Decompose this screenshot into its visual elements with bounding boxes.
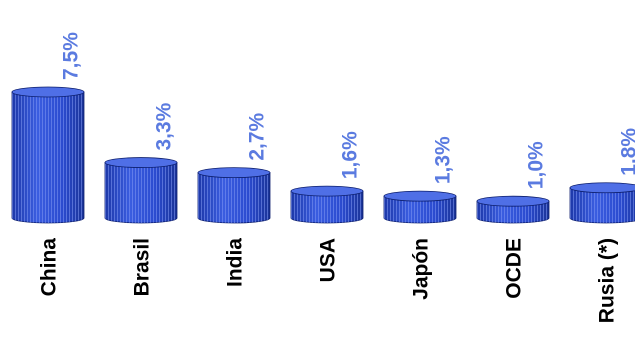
bar-china — [11, 86, 85, 224]
category-label-ocde: OCDE — [503, 238, 526, 299]
bar-japon — [383, 190, 457, 224]
value-label-china: 7,5% — [60, 32, 83, 80]
bar-ocde — [476, 195, 550, 224]
bar-usa — [290, 185, 364, 224]
bar-brasil — [104, 157, 178, 224]
category-label-japon: Japón — [410, 238, 433, 300]
value-label-india: 2,7% — [246, 112, 269, 160]
category-label-brasil: Brasil — [131, 238, 154, 296]
category-label-rusia: Rusia (*) — [596, 238, 619, 323]
value-label-rusia: 1,8% — [618, 128, 635, 176]
bar-india — [197, 167, 271, 224]
category-labels-group: China Brasil India USA Japón OCDE Rusia (*) — [38, 238, 619, 323]
category-label-china: China — [38, 238, 61, 297]
category-label-usa: USA — [317, 238, 340, 282]
value-label-usa: 1,6% — [339, 131, 362, 179]
value-label-japon: 1,3% — [432, 136, 455, 184]
value-labels-group: 7,5% 3,3% 2,7% 1,6% 1,3% 1,0% 1,8% — [60, 32, 635, 189]
value-label-brasil: 3,3% — [153, 102, 176, 150]
bar-rusia — [569, 182, 635, 224]
category-label-india: India — [224, 238, 247, 287]
bars-group — [11, 86, 635, 224]
value-label-ocde: 1,0% — [525, 141, 548, 189]
